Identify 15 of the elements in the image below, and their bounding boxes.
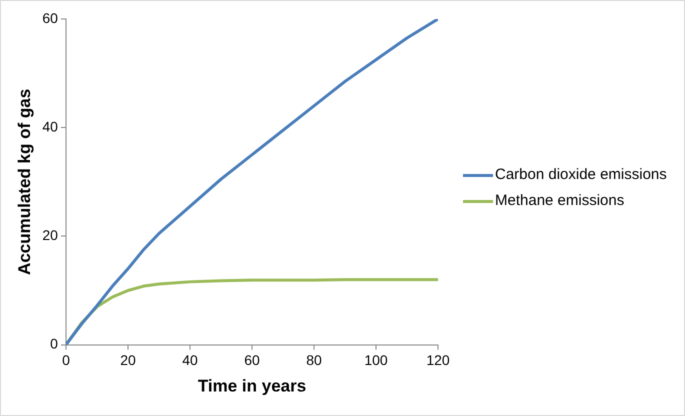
- y-axis-title: Accumulated kg of gas: [14, 88, 34, 275]
- y-tick-label: 40: [42, 118, 58, 134]
- x-tick-label: 60: [244, 352, 260, 368]
- x-tick-label: 80: [306, 352, 322, 368]
- x-tick-label: 120: [426, 352, 450, 368]
- x-tick-label: 20: [120, 352, 136, 368]
- legend-label: Methane emissions: [495, 191, 626, 211]
- y-tick-label: 60: [42, 10, 58, 26]
- y-tick-label: 20: [42, 227, 58, 244]
- x-tick-label: 0: [62, 352, 70, 368]
- y-tick-label: 0: [50, 336, 58, 352]
- x-axis-title: Time in years: [198, 376, 306, 396]
- legend-label: Carbon dioxide emissions: [495, 165, 668, 185]
- x-tick-label: 40: [182, 352, 198, 368]
- x-tick-label: 100: [364, 352, 388, 368]
